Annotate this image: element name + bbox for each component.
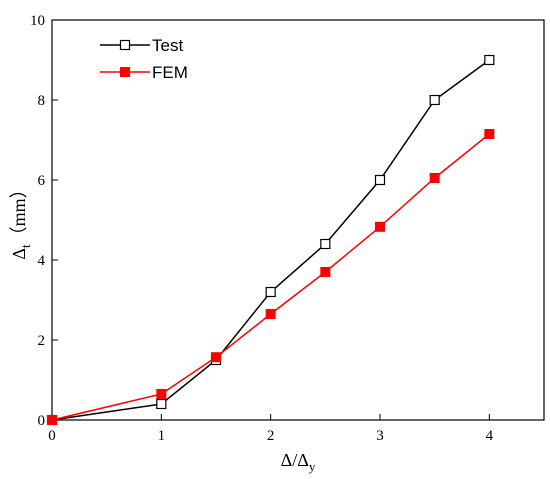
y-tick-label: 10 — [30, 13, 45, 29]
series-fem — [47, 129, 495, 425]
y-axis-title: Δt（mm） — [9, 180, 33, 259]
y-tick-label: 4 — [38, 253, 46, 269]
legend: Test FEM — [100, 36, 188, 82]
x-tick-label: 2 — [267, 428, 275, 444]
legend-label: FEM — [152, 63, 188, 82]
legend-entry-test: Test — [100, 36, 183, 55]
legend-marker — [120, 67, 130, 77]
series-test — [46, 54, 495, 426]
x-axis-title: Δ/Δy — [281, 450, 316, 474]
x-axis-title-main: Δ/Δ — [281, 450, 309, 470]
series-fem-point — [375, 221, 385, 232]
y-tick-label: 2 — [38, 333, 46, 349]
series-fem-point — [320, 267, 331, 277]
y-tick-label: 6 — [38, 173, 46, 189]
series-fem-point — [484, 129, 495, 139]
y-tick-label: 8 — [38, 93, 46, 109]
series-fem-line — [51, 133, 490, 421]
series-test-line — [51, 59, 490, 421]
y-tick-label: 0 — [38, 413, 46, 429]
series-test-point — [156, 398, 167, 410]
legend-marker — [119, 39, 131, 51]
series-fem-point — [156, 389, 167, 399]
series-fem-point — [47, 415, 57, 425]
series-fem-point — [265, 309, 276, 319]
x-tick-label: 4 — [486, 428, 494, 444]
legend-entry-fem: FEM — [100, 63, 188, 82]
axes — [51, 19, 545, 421]
y-axis-title-unit: （mm） — [9, 180, 29, 244]
x-axis-title-subscript: y — [309, 459, 316, 474]
series-test-point — [374, 174, 386, 186]
y-axis-title-subscript: t — [18, 244, 33, 248]
series-test-point — [484, 54, 495, 66]
series-layer — [46, 54, 495, 426]
y-axis-title-main: Δ — [9, 248, 29, 260]
series-fem-point — [429, 173, 440, 183]
series-fem-point — [211, 352, 221, 363]
series-test-point — [320, 238, 331, 250]
x-tick-label: 3 — [376, 428, 384, 444]
x-tick-label: 1 — [158, 428, 166, 444]
x-tick-label: 0 — [48, 428, 56, 444]
series-test-point — [429, 94, 440, 106]
plot-frame — [51, 19, 545, 421]
legend-label: Test — [152, 36, 183, 55]
ticks: 0 1 2 3 4 0 2 4 6 8 10 — [30, 13, 494, 444]
series-test-point — [265, 286, 276, 298]
